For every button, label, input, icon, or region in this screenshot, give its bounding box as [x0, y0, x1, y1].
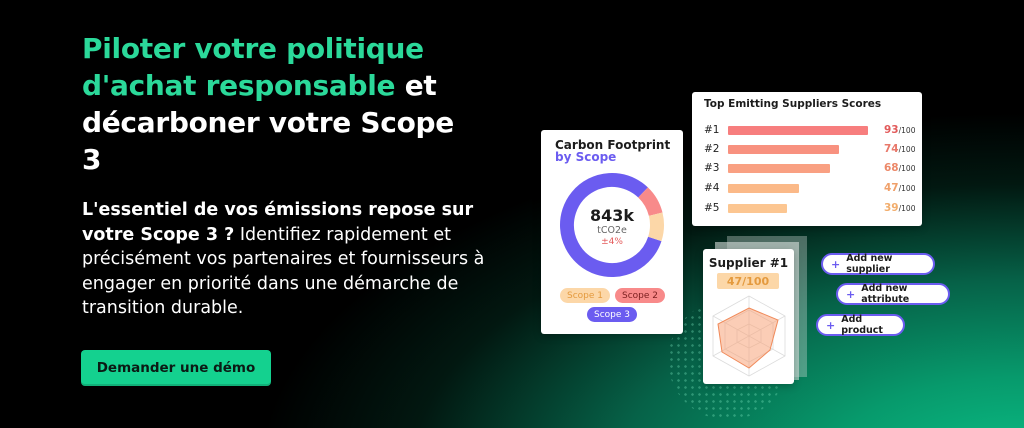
supplier-card[interactable]: Supplier #1 47/100 — [703, 249, 794, 384]
plus-icon: + — [846, 287, 856, 301]
supplier-row: #1 93/100 — [704, 124, 915, 138]
carbon-card-subtitle: by Scope — [555, 150, 617, 164]
supplier-rank: #4 — [704, 182, 720, 194]
supplier-score-max: /100 — [898, 126, 916, 135]
add-new-attribute-button[interactable]: + Add new attribute — [836, 283, 950, 305]
request-demo-button[interactable]: Demander une démo — [81, 350, 271, 386]
supplier-score-number: 93 — [884, 124, 899, 136]
carbon-total-value: 843k — [589, 206, 635, 225]
supplier-rank: #1 — [704, 124, 720, 136]
supplier-score: 93/100 — [884, 124, 915, 136]
supplier-rank: #5 — [704, 202, 720, 214]
supplier-row: #4 47/100 — [704, 182, 915, 196]
hero-subtitle: L'essentiel de vos émissions repose sur … — [82, 198, 502, 321]
carbon-delta: ±4% — [601, 237, 623, 247]
supplier-score-max: /100 — [898, 145, 916, 154]
supplier-row: #3 68/100 — [704, 162, 915, 176]
carbon-unit: tCO2e — [597, 225, 627, 236]
supplier-rank: #3 — [704, 162, 720, 174]
supplier-rank: #2 — [704, 143, 720, 155]
hero-subtitle-rest: Identifiez rapidement et précisément vos… — [82, 224, 485, 319]
carbon-footprint-card: Carbon Footprint by Scope 843k tCO2e ±4%… — [541, 130, 683, 334]
suppliers-card-title: Top Emitting Suppliers Scores — [704, 98, 882, 110]
supplier-score-bar — [728, 204, 787, 213]
top-suppliers-card: Top Emitting Suppliers Scores #1 93/100 … — [692, 92, 922, 226]
supplier-score-max: /100 — [898, 184, 916, 193]
supplier-score-bar — [728, 126, 868, 135]
supplier-score: 47/100 — [884, 182, 915, 194]
supplier-card-title: Supplier #1 — [708, 256, 789, 270]
hero-title-accent: Piloter votre politique d'achat responsa… — [82, 32, 424, 102]
add-new-supplier-button[interactable]: + Add new supplier — [821, 253, 935, 275]
supplier-card-score: 47/100 — [717, 273, 779, 289]
scope-3-pill[interactable]: Scope 3 — [587, 307, 637, 322]
supplier-score: 68/100 — [884, 162, 915, 174]
add-product-button[interactable]: + Add product — [816, 314, 905, 336]
supplier-score-max: /100 — [898, 204, 916, 213]
hero-title-rest: et décarboner votre Scope 3 — [82, 69, 454, 176]
supplier-score: 39/100 — [884, 202, 915, 214]
supplier-score: 74/100 — [884, 143, 915, 155]
supplier-row: #2 74/100 — [704, 143, 915, 157]
plus-icon: + — [826, 318, 836, 332]
supplier-score-bar — [728, 145, 839, 154]
add-new-supplier-label: Add new supplier — [846, 253, 893, 275]
hero-subtitle-strong: L'essentiel de vos émissions repose sur … — [82, 200, 474, 245]
supplier-score-max: /100 — [898, 164, 916, 173]
scope-1-pill[interactable]: Scope 1 — [560, 288, 610, 303]
scope-donut-chart — [560, 173, 664, 277]
add-new-attribute-label: Add new attribute — [861, 283, 910, 305]
supplier-score-number: 47 — [884, 182, 899, 194]
supplier-row: #5 39/100 — [704, 202, 915, 216]
donut-slice-scope-1 — [560, 173, 664, 277]
supplier-score-number: 74 — [884, 143, 899, 155]
hero-title: Piloter votre politique d'achat responsa… — [82, 30, 482, 178]
carbon-card-title: Carbon Footprint — [555, 138, 671, 152]
scope-2-pill[interactable]: Scope 2 — [615, 288, 665, 303]
supplier-score-bar — [728, 164, 830, 173]
supplier-score-bar — [728, 184, 799, 193]
add-product-label: Add product — [841, 314, 883, 336]
plus-icon: + — [831, 257, 841, 271]
supplier-score-number: 39 — [884, 202, 899, 214]
supplier-score-number: 68 — [884, 162, 899, 174]
supplier-radar-chart — [712, 295, 786, 377]
